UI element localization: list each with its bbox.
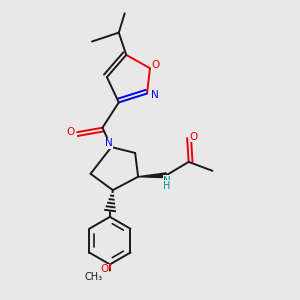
Text: CH₃: CH₃ [85, 272, 103, 282]
Polygon shape [138, 173, 166, 178]
Text: H: H [163, 181, 171, 191]
Text: O: O [100, 265, 109, 275]
Text: O: O [151, 60, 160, 70]
Text: N: N [152, 90, 159, 100]
Text: N: N [163, 176, 171, 186]
Text: O: O [190, 132, 198, 142]
Text: N: N [105, 139, 113, 148]
Text: O: O [67, 127, 75, 136]
